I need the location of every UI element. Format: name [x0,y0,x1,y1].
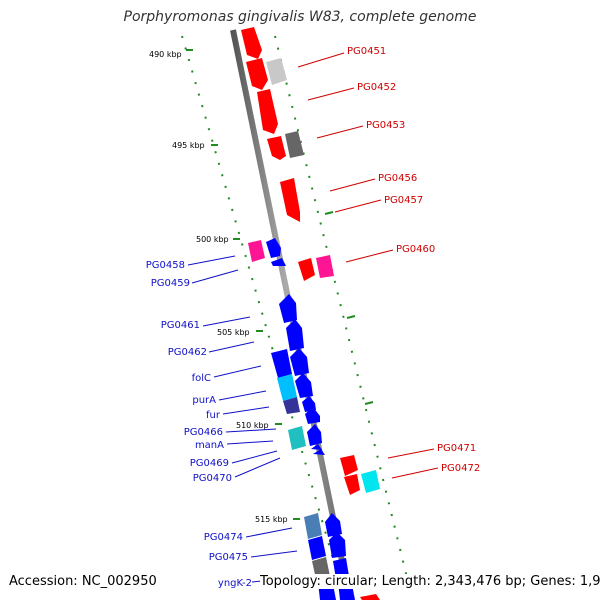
gene-arrow[interactable] [295,373,313,398]
gene-label-pg0474[interactable]: PG0474 [204,532,243,543]
gene-box-steel[interactable] [304,513,322,539]
scale-tick-labels: 490 kbp 495 kbp 500 kbp 505 kbp 510 kbp … [149,50,288,524]
gene-box[interactable] [333,558,349,579]
gene-arrow[interactable] [266,238,281,258]
gene-box-cyan[interactable] [361,470,380,493]
reverse-gene-labels: PG0458 PG0459 PG0461 PG0462 folC purA fu… [146,260,252,589]
genome-summary: Topology: circular; Length: 2,343,476 bp… [260,574,600,589]
gene-label-pg0466[interactable]: PG0466 [184,427,223,438]
gene-box[interactable] [271,349,292,378]
gene-arrow[interactable] [271,258,286,266]
gene-box-sky[interactable] [277,374,297,401]
gene-label-pg0460[interactable]: PG0460 [396,244,435,255]
gene-label-pg0475[interactable]: PG0475 [209,552,248,563]
gene-arrow[interactable] [298,258,315,281]
gene-arrow[interactable] [305,407,320,424]
gene-arrow[interactable] [340,455,358,476]
gene-box-gray[interactable] [266,58,287,85]
gene-label-yngk-2[interactable]: yngK-2 [218,578,252,589]
gene-box-magenta[interactable] [316,255,334,278]
gene-box-teal[interactable] [288,426,306,450]
gene-label-pg0456[interactable]: PG0456 [378,173,417,184]
gene-arrow[interactable] [280,178,300,222]
inner-ring-track [181,35,346,600]
gene-arrow[interactable] [313,449,325,455]
forward-leader-lines [297,52,439,479]
gene-label-mana[interactable]: manA [195,440,224,451]
gene-label-pg0470[interactable]: PG0470 [193,473,232,484]
gene-label-folc[interactable]: folC [192,373,211,384]
tick-label: 505 kbp [217,328,250,337]
gene-arrow[interactable] [286,319,304,351]
gene-label-pg0462[interactable]: PG0462 [168,347,207,358]
gene-label-pg0458[interactable]: PG0458 [146,260,185,271]
gene-label-pg0452[interactable]: PG0452 [357,82,396,93]
gene-box-navy[interactable] [283,397,300,414]
tick-mark [346,315,356,319]
gene-label-pg0459[interactable]: PG0459 [151,278,190,289]
forward-strand-genes [241,27,380,600]
gene-arrow[interactable] [329,532,346,558]
forward-gene-labels: PG0451 PG0452 PG0453 PG0456 PG0457 PG046… [347,46,480,474]
gene-label-pg0469[interactable]: PG0469 [190,458,229,469]
tick-label: 510 kbp [236,421,269,430]
gene-label-pg0471[interactable]: PG0471 [437,443,476,454]
tick-label: 490 kbp [149,50,182,59]
tick-label: 500 kbp [196,235,229,244]
gene-arrow[interactable] [267,136,286,160]
scale-ticks [186,49,374,520]
map-title: Porphyromonas gingivalis W83, complete g… [123,9,477,25]
gene-arrow[interactable] [290,348,309,376]
tick-mark [364,401,374,405]
gene-box-dark[interactable] [312,557,330,579]
gene-arrow[interactable] [307,424,322,446]
reverse-strand-genes [248,238,355,600]
gene-box-magenta[interactable] [248,240,265,262]
gene-box[interactable] [308,536,326,560]
gene-arrow[interactable] [279,294,297,323]
gene-label-pg0453[interactable]: PG0453 [366,120,405,131]
gene-label-pg0457[interactable]: PG0457 [384,195,423,206]
reverse-leader-lines [187,255,298,558]
gene-arrow[interactable] [325,513,342,537]
gene-label-pg0461[interactable]: PG0461 [161,320,200,331]
tick-label: 515 kbp [255,515,288,524]
gene-label-pg0472[interactable]: PG0472 [441,463,480,474]
gene-arrow[interactable] [257,89,278,134]
gene-label-fur[interactable]: fur [206,410,221,421]
gene-arrow[interactable] [344,474,360,495]
tick-label: 495 kbp [172,141,205,150]
gene-box-dark[interactable] [285,131,304,158]
gene-arrow[interactable] [246,58,268,90]
tick-mark [324,211,334,215]
gene-arrow[interactable] [360,594,380,600]
accession-label: Accession: NC_002950 [9,574,157,589]
gene-label-pura[interactable]: purA [192,395,216,406]
gene-label-pg0451[interactable]: PG0451 [347,46,386,57]
gene-arrow[interactable] [311,444,322,450]
gene-arrow[interactable] [241,27,262,59]
